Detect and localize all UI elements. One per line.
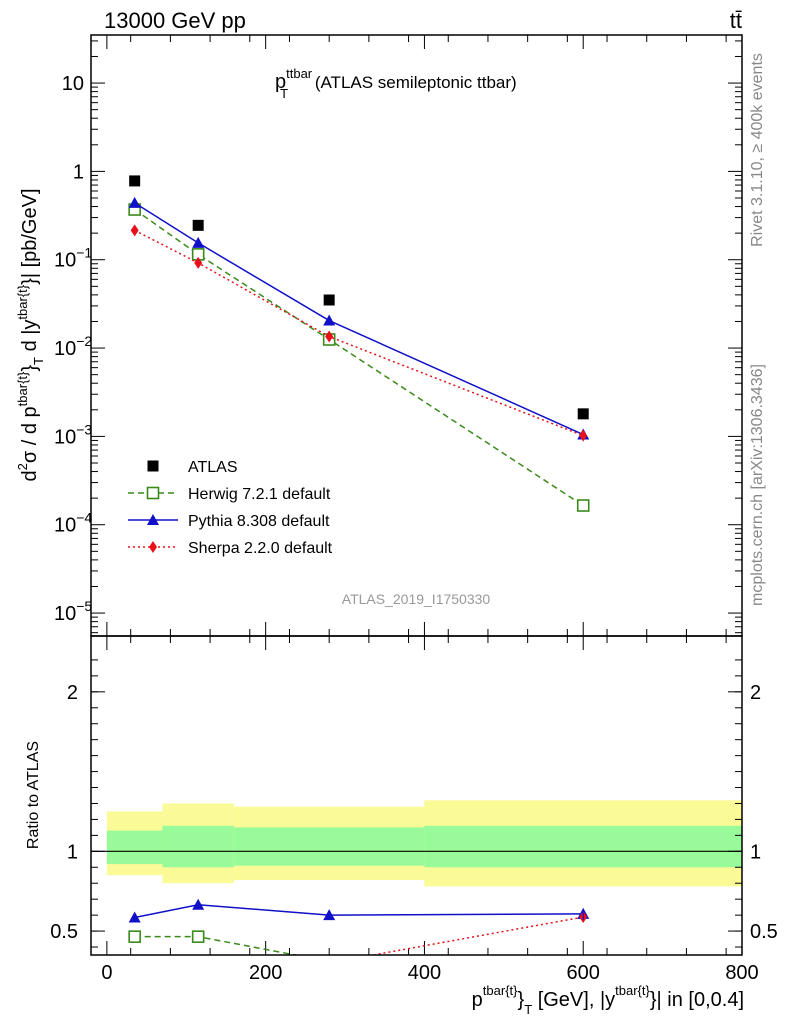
- data-point: [129, 175, 141, 187]
- ratio-band-inner: [162, 825, 234, 868]
- series-marker-pythia: [192, 236, 205, 248]
- legend-label-pythia: Pythia 8.308 default: [188, 513, 330, 530]
- legend-marker-pythia: [147, 514, 159, 525]
- ratio-band-inner: [424, 825, 742, 868]
- ratio-tick-label-right: 0.5: [750, 921, 778, 943]
- analysis-watermark: ATLAS_2019_I1750330: [342, 591, 491, 607]
- legend-label-sherpa: Sherpa 2.2.0 default: [188, 540, 333, 557]
- ratio-tick-label-left: 0.5: [50, 921, 78, 943]
- x-tick-label: 400: [408, 962, 441, 984]
- series-marker-herwig: [576, 499, 590, 512]
- series-marker-sherpa: [130, 224, 139, 237]
- main-panel: 10 1 10−1 10−2 10−3 10−4 10−5: [54, 34, 743, 955]
- ratio-line-sherpa: [369, 916, 584, 955]
- data-point: [323, 294, 335, 306]
- series-marker-pythia: [128, 196, 141, 208]
- y-tick-label: 10−3: [54, 421, 92, 448]
- ratio-tick-label-left: 2: [67, 682, 78, 704]
- ratio-line-pythia: [134, 904, 584, 919]
- ratio-marker-pythia: [192, 898, 205, 910]
- legend-marker-data: [147, 460, 159, 472]
- ratio-marker-pythia: [323, 909, 336, 921]
- ratio-marker-herwig: [128, 930, 141, 943]
- series-line-herwig: [134, 208, 584, 507]
- ratio-tick-label-left: 1: [67, 841, 78, 863]
- ratio-ylabel: Ratio to ATLAS: [25, 741, 42, 849]
- series-marker-sherpa: [194, 256, 203, 269]
- x-tick-label: 0: [101, 962, 112, 984]
- main-title: pttbar T (ATLAS semileptonic ttbar): [275, 66, 517, 101]
- ratio-tick-label-right: 1: [750, 841, 761, 863]
- ratio-tick-label-right: 2: [750, 682, 761, 704]
- y-tick-label: 1: [73, 161, 84, 183]
- y-tick-label: 10−2: [54, 333, 92, 360]
- ratio-marker-herwig: [191, 930, 205, 943]
- data-point: [577, 408, 589, 420]
- legend-marker-sherpa: [149, 541, 157, 553]
- x-axis-label: ptbar{t}}T [GeV], |ytbar{t}}| in [0,0.4]: [472, 983, 744, 1017]
- legend-marker-herwig: [146, 486, 160, 500]
- series-marker-sherpa: [325, 330, 334, 343]
- rivet-label: Rivet 3.1.10, ≥ 400k events: [749, 53, 766, 247]
- ratio-marker-pythia: [128, 911, 141, 923]
- ratio-band-inner: [106, 830, 163, 865]
- x-tick-label: 200: [249, 962, 282, 984]
- legend: ATLAS Herwig 7.2.1 default Pythia 8.308 de…: [128, 459, 333, 557]
- ratio-panel: 2 2 1 1 0.5 0.5 0 200 400 600 800: [50, 635, 778, 984]
- x-tick-label: 600: [567, 962, 600, 984]
- mcplots-label: mcplots.cern.ch [arXiv:1306.3436]: [749, 364, 766, 606]
- header-left: 13000 GeV pp: [104, 8, 246, 33]
- ratio-line-herwig: [134, 935, 300, 955]
- ratio-content: [91, 800, 742, 955]
- legend-label-data: ATLAS: [188, 459, 238, 476]
- y-tick-label: 10: [62, 73, 84, 95]
- y-tick-label: 10−1: [54, 245, 92, 272]
- data-point: [192, 219, 204, 231]
- series-marker-sherpa: [579, 429, 588, 442]
- series-line-pythia: [134, 202, 584, 436]
- y-tick-label: 10−5: [54, 598, 92, 625]
- main-ylabel: d2σ / d ptbar{t}}T d |ytbar{t}}| [pb/GeV…: [15, 188, 46, 481]
- ratio-frame: [90, 635, 743, 956]
- series-marker-pythia: [323, 314, 336, 326]
- x-tick-label: 800: [725, 962, 758, 984]
- ratio-band-inner: [233, 827, 425, 866]
- header-right: tt̄: [730, 8, 742, 33]
- series-line-sherpa: [134, 229, 584, 437]
- legend-label-herwig: Herwig 7.2.1 default: [188, 486, 331, 503]
- y-tick-label: 10−4: [54, 510, 92, 537]
